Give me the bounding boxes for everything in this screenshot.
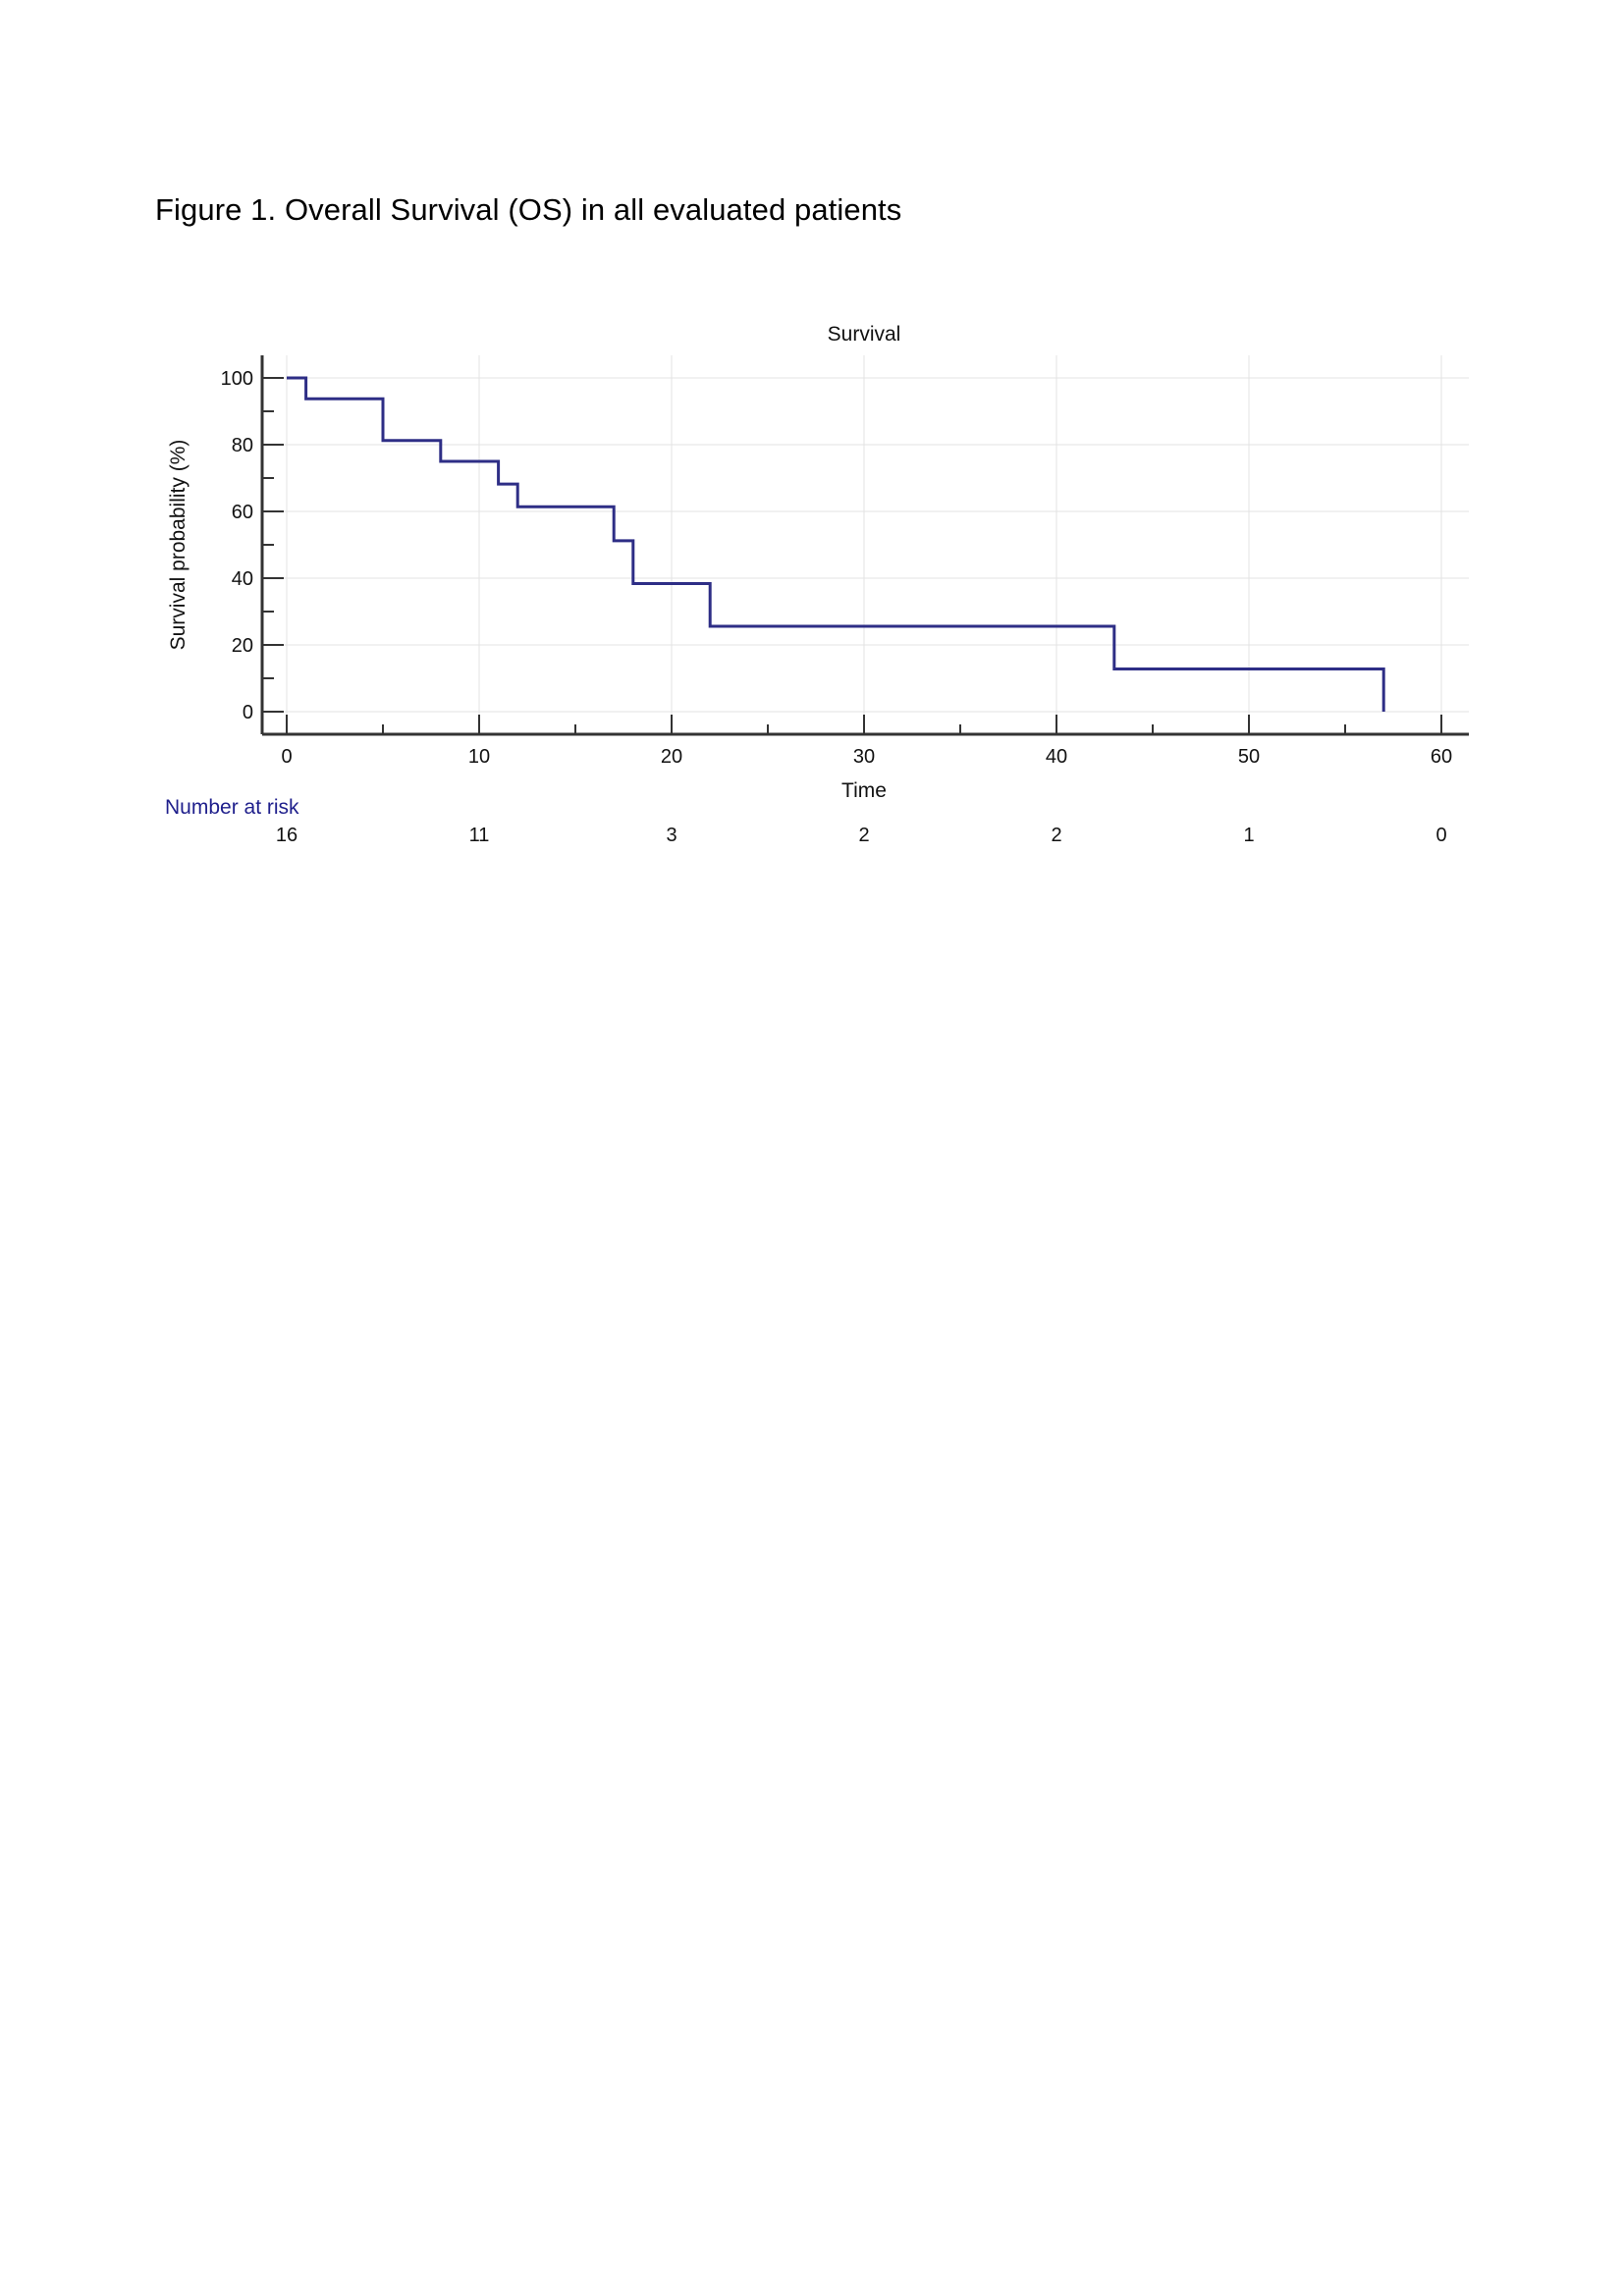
chart-title: Survival [828,323,901,346]
x-tick-label: 30 [853,746,875,768]
risk-count-60: 0 [1435,825,1446,846]
x-tick-label: 50 [1238,746,1260,768]
figure-caption: Figure 1. Overall Survival (OS) in all e… [155,192,902,227]
risk-table: Number at risk 16 11 3 2 2 1 0 [165,796,1447,846]
y-tick-label: 60 [232,502,253,523]
x-tick-label: 10 [468,746,490,768]
x-tick-label: 60 [1431,746,1452,768]
risk-count-40: 2 [1051,825,1061,846]
y-tick-label: 0 [243,702,253,723]
risk-count-50: 1 [1243,825,1254,846]
risk-count-30: 2 [858,825,869,846]
risk-count-10: 11 [469,825,490,846]
y-tick-label: 40 [232,568,253,590]
survival-curve-group [286,376,1385,713]
y-tick-label: 20 [232,635,253,657]
risk-table-label: Number at risk [165,796,299,819]
risk-count-0: 16 [276,825,298,846]
risk-count-20: 3 [666,825,677,846]
x-tick-label: 0 [281,746,292,768]
chart-ticks: 0 20 40 60 80 100 0 10 20 30 40 50 60 [221,368,1453,768]
x-tick-label: 20 [661,746,682,768]
survival-curve-series-0 [287,376,1385,712]
x-tick-label: 40 [1046,746,1067,768]
chart-labels: Survival Time Survival probability (%) [167,323,900,802]
chart-grid [262,355,1469,734]
x-axis-label: Time [841,779,887,802]
y-tick-label: 100 [221,368,253,390]
y-tick-label: 80 [232,435,253,456]
chart-axes [260,355,1469,736]
y-axis-label: Survival probability (%) [167,440,189,651]
